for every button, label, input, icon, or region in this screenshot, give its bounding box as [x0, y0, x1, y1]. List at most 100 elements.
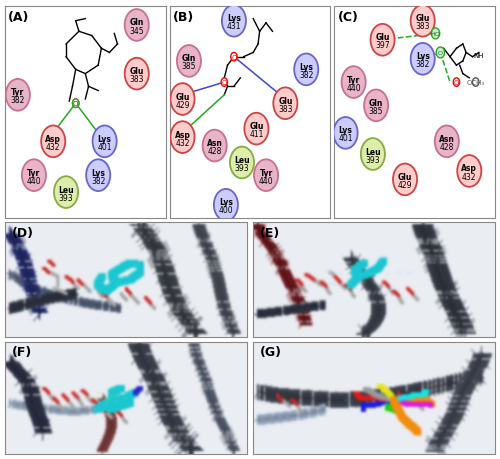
Text: Lys: Lys [300, 63, 313, 72]
Circle shape [72, 100, 79, 108]
Text: 432: 432 [46, 143, 60, 151]
Text: Lys: Lys [219, 198, 233, 207]
Circle shape [364, 90, 388, 122]
Circle shape [214, 190, 238, 221]
Circle shape [435, 126, 459, 158]
Text: Lys: Lys [338, 126, 352, 135]
Circle shape [393, 164, 417, 196]
Text: Tyr: Tyr [11, 88, 24, 97]
Text: Gln: Gln [369, 99, 384, 108]
Text: 382: 382 [299, 71, 314, 80]
Text: O: O [438, 51, 443, 56]
Text: 400: 400 [218, 206, 233, 215]
Text: Asp: Asp [174, 130, 190, 140]
Text: 383: 383 [416, 22, 430, 31]
Circle shape [72, 100, 79, 108]
Circle shape [230, 147, 254, 179]
Circle shape [472, 78, 479, 87]
Text: 393: 393 [58, 193, 74, 202]
Text: (F): (F) [12, 345, 32, 358]
Text: 383: 383 [278, 105, 292, 113]
Circle shape [334, 118, 357, 149]
Text: 385: 385 [369, 106, 384, 116]
Text: NH: NH [474, 52, 484, 58]
Text: Leu: Leu [58, 185, 74, 194]
Text: Glu: Glu [398, 173, 412, 182]
Text: Lys: Lys [227, 14, 241, 23]
Text: Asp: Asp [462, 164, 477, 173]
Text: Tyr: Tyr [28, 168, 40, 177]
Text: (G): (G) [260, 345, 282, 358]
Text: 393: 393 [366, 155, 380, 164]
Text: Glu: Glu [376, 33, 390, 42]
Circle shape [177, 46, 201, 78]
Text: HO: HO [430, 32, 440, 37]
Text: 382: 382 [91, 176, 106, 185]
Circle shape [370, 25, 394, 56]
Circle shape [54, 177, 78, 208]
Text: 393: 393 [234, 164, 250, 173]
Circle shape [170, 122, 194, 154]
Text: 397: 397 [375, 41, 390, 50]
Text: Glu: Glu [278, 96, 292, 106]
Text: (E): (E) [260, 226, 280, 239]
Text: Lys: Lys [98, 134, 112, 144]
Text: Asn: Asn [439, 134, 454, 144]
Circle shape [453, 78, 460, 87]
Text: 401: 401 [338, 134, 353, 143]
Circle shape [410, 44, 435, 75]
Text: 428: 428 [440, 143, 454, 151]
Text: Lys: Lys [91, 168, 105, 177]
Circle shape [230, 53, 237, 62]
Text: (C): (C) [338, 11, 358, 24]
Text: OCH₃: OCH₃ [466, 80, 485, 86]
Text: 411: 411 [249, 130, 264, 139]
Circle shape [294, 54, 318, 86]
Text: O: O [222, 80, 227, 86]
Text: O: O [73, 101, 78, 107]
Text: Glu: Glu [176, 92, 190, 101]
Text: 432: 432 [462, 172, 476, 181]
Circle shape [410, 6, 435, 38]
Circle shape [202, 130, 226, 162]
Text: Glu: Glu [416, 14, 430, 23]
Text: Leu: Leu [365, 147, 380, 156]
Circle shape [244, 113, 268, 145]
Text: Asn: Asn [206, 139, 222, 148]
Text: 440: 440 [346, 84, 361, 92]
Text: Asp: Asp [46, 134, 61, 144]
Circle shape [86, 160, 110, 191]
Text: 345: 345 [130, 27, 144, 35]
Circle shape [222, 6, 246, 38]
Text: O: O [454, 80, 459, 86]
Text: Gln: Gln [182, 54, 196, 63]
Circle shape [457, 156, 481, 187]
Text: 401: 401 [98, 143, 112, 151]
Text: (A): (A) [8, 11, 30, 24]
Text: Tyr: Tyr [260, 168, 272, 177]
Text: Glu: Glu [130, 67, 144, 76]
Circle shape [92, 126, 116, 158]
Text: 382: 382 [416, 60, 430, 69]
Text: 432: 432 [176, 138, 190, 147]
Text: Tyr: Tyr [347, 75, 360, 84]
Text: 382: 382 [10, 96, 25, 105]
Text: 429: 429 [176, 101, 190, 109]
Text: 428: 428 [208, 147, 222, 156]
Circle shape [432, 29, 440, 40]
Text: Leu: Leu [234, 156, 250, 165]
Text: Gln: Gln [130, 18, 144, 28]
Text: 431: 431 [226, 22, 241, 31]
Text: (B): (B) [173, 11, 194, 24]
Circle shape [124, 59, 149, 90]
Circle shape [274, 88, 297, 120]
Text: (D): (D) [12, 226, 34, 239]
Circle shape [436, 48, 444, 59]
Text: 440: 440 [26, 176, 41, 185]
Text: 383: 383 [130, 75, 144, 84]
Text: 429: 429 [398, 180, 412, 190]
Text: O: O [73, 101, 78, 107]
Text: O: O [231, 55, 236, 61]
Circle shape [254, 160, 278, 191]
Text: Lys: Lys [416, 52, 430, 61]
